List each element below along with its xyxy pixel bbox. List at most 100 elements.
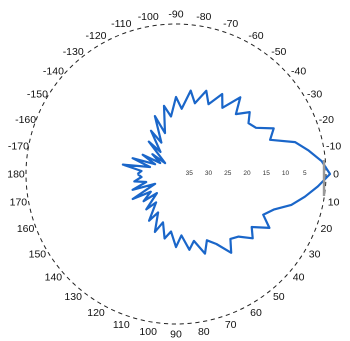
ring-dash [310,234,314,240]
ring-dash [156,322,161,324]
angle-tick-label: 110 [113,319,130,331]
ring-dash [59,76,63,80]
ring-dash [27,146,30,151]
angle-tick-label: 120 [87,307,105,319]
angle-tick-label: -150 [27,89,48,101]
ring-dash [250,43,255,47]
radial-tick-label: 10 [282,170,290,177]
angle-tick-label: 100 [139,326,157,338]
ring-dash [61,270,65,275]
angle-tick-label: -170 [8,141,29,153]
ring-dash [54,82,58,87]
angle-tick-label: 0 [333,169,339,181]
ring-dash [41,101,45,107]
ring-dash [90,297,95,301]
ring-dash [319,212,322,217]
ring-dash [318,127,321,132]
ring-dash [45,95,49,100]
ring-dash [202,320,208,323]
ring-dash [30,131,33,136]
ring-dash [247,303,252,307]
angle-tick-label: -70 [223,18,238,30]
ring-dash [47,251,51,256]
ring-dash [27,200,30,206]
ring-dash [322,197,325,202]
radial-tick-label: 25 [224,170,232,177]
ring-dash [294,261,298,266]
angle-tick-label: -10 [326,141,341,153]
ring-dash [125,314,130,318]
ring-dash [289,268,293,272]
angle-tick-label: 180 [7,169,25,181]
angle-tick-label: 170 [10,196,28,208]
outer-angle-ring [25,23,327,325]
angle-tick-label: -160 [15,114,36,126]
angle-tick-label: -30 [307,89,322,101]
ring-dash [210,318,215,321]
ring-dash [152,24,157,27]
ring-dash [31,216,34,221]
ring-dash [100,41,105,45]
ring-dash [322,142,325,148]
ring-dash [29,208,32,213]
ring-dash [191,24,196,26]
ring-dash [81,54,86,58]
radial-tick-label: 5 [303,170,307,177]
ring-dash [272,285,277,289]
ring-dash [26,154,28,159]
ring-dash [243,39,249,43]
angle-tick-label: -40 [291,66,306,78]
ring-dash [78,287,82,291]
ring-dash [84,292,89,296]
angle-tick-label: -50 [271,46,286,58]
ring-dash [321,205,324,210]
angle-tick-label: -130 [63,46,84,58]
ring-dash [296,85,301,90]
angle-tick-label: -80 [196,11,211,23]
angle-tick-label: 30 [309,249,321,261]
ring-dash [232,310,238,314]
ring-dash [278,279,283,284]
angle-tick-label: -60 [248,30,263,42]
ring-dash [137,27,142,30]
ring-dash [303,248,307,253]
angle-tick-label: 150 [29,249,47,261]
ring-dash [114,34,120,38]
ring-dash [260,294,265,299]
ring-dash [43,245,47,250]
angle-tick-label: 60 [250,307,262,319]
ring-dash [69,64,74,69]
ring-dash [144,25,150,28]
ring-dash [118,312,123,315]
angle-tick-label: 90 [170,329,182,341]
radial-tick-label: 15 [263,170,271,177]
ring-dash [287,73,291,78]
angle-tick-label: -20 [319,114,334,126]
ring-dash [301,92,305,97]
ring-dash [207,26,212,29]
ring-dash [87,49,92,54]
ring-dash [122,32,127,35]
ring-dash [66,276,71,281]
ring-dash [214,28,219,31]
angle-tick-label: 80 [198,326,210,338]
angle-tick-label: -100 [138,11,159,23]
ring-dash [270,57,274,61]
angle-tick-label: 50 [273,291,285,303]
ring-dash [64,70,68,74]
ring-dash [40,238,43,243]
ring-dash [107,38,112,41]
radial-tick-label: 20 [243,170,251,177]
ring-dash [56,264,60,269]
ring-dash [309,105,312,110]
ring-dash [35,116,38,121]
ring-dash [320,135,323,140]
angle-tick-label: -110 [111,18,131,30]
ring-dash [316,220,320,225]
ring-dash [103,305,109,309]
ring-dash [276,62,280,66]
ring-dash [314,227,317,232]
angle-tick-label: -90 [168,9,183,21]
